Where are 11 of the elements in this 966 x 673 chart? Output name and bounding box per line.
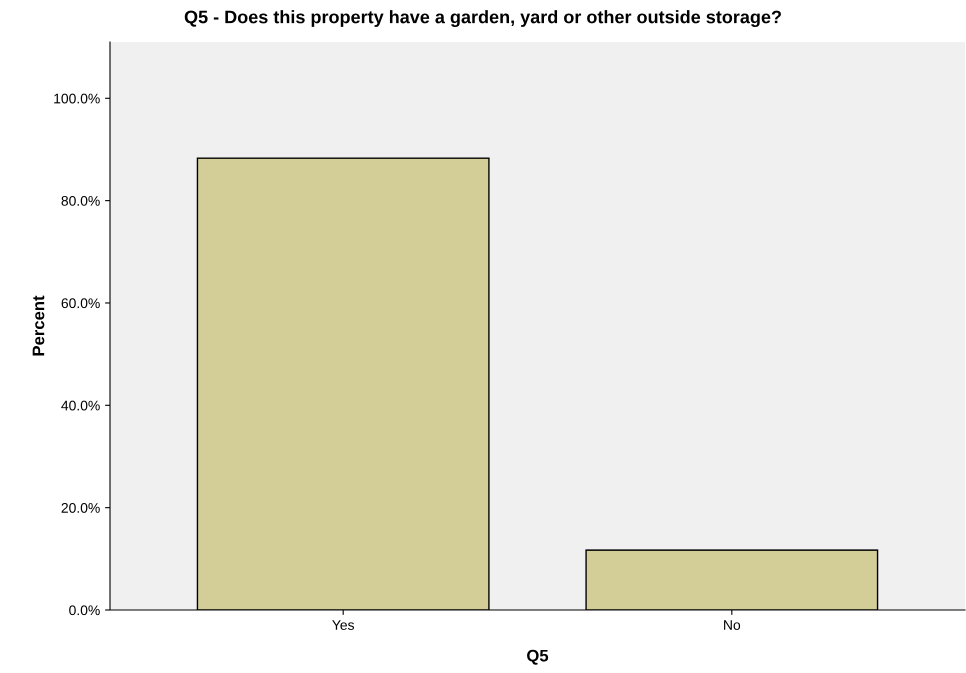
y-tick-label: 80.0% bbox=[62, 196, 100, 206]
chart-title: Q5 - Does this property have a garden, yard or other outside storage? bbox=[184, 10, 781, 28]
y-tick-label: 60.0% bbox=[62, 298, 100, 308]
y-axis-title: Percent bbox=[32, 296, 44, 356]
x-tick-label: No bbox=[724, 620, 740, 630]
x-tick-label: Yes bbox=[332, 620, 354, 630]
y-tick-label: 100.0% bbox=[54, 94, 100, 104]
x-axis-title: Q5 bbox=[527, 650, 548, 665]
y-tick-label: 40.0% bbox=[61, 400, 100, 410]
y-tick-label: 20.0% bbox=[62, 502, 100, 513]
y-tick-label: 0.0% bbox=[69, 605, 100, 616]
